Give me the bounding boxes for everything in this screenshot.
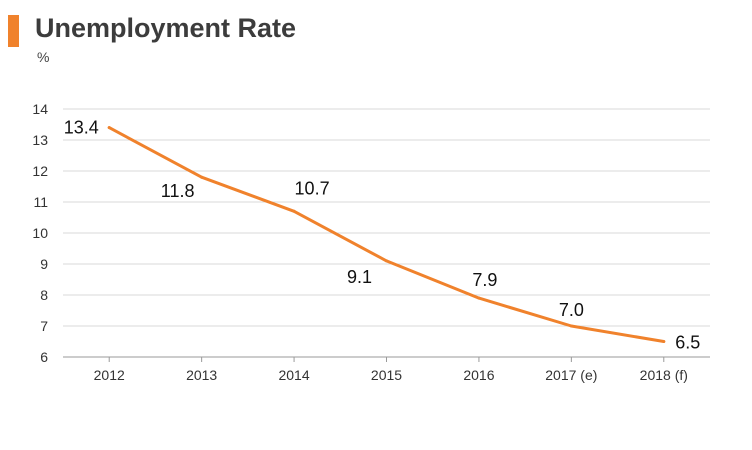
y-tick-label: 6	[40, 349, 48, 365]
y-tick-label: 7	[40, 318, 48, 334]
data-label: 13.4	[64, 118, 99, 138]
data-label: 7.0	[559, 300, 584, 320]
y-tick-label: 14	[32, 101, 48, 117]
data-label: 11.8	[161, 181, 195, 201]
x-tick-label: 2017 (e)	[545, 367, 597, 383]
x-tick-label: 2014	[278, 367, 309, 383]
x-tick-label: 2013	[186, 367, 217, 383]
data-label: 6.5	[675, 333, 700, 353]
x-tick-label: 2018 (f)	[640, 367, 688, 383]
y-tick-label: 13	[32, 132, 48, 148]
x-tick-label: 2016	[463, 367, 494, 383]
x-tick-label: 2012	[94, 367, 125, 383]
data-point	[662, 340, 666, 343]
data-point	[200, 175, 204, 179]
title-accent-bar	[8, 15, 19, 47]
data-label: 10.7	[295, 178, 330, 198]
data-point	[292, 209, 296, 213]
x-tick-label: 2015	[371, 367, 402, 383]
data-label: 9.1	[347, 267, 372, 287]
y-tick-label: 8	[40, 287, 48, 303]
y-tick-label: 12	[32, 163, 48, 179]
y-axis-unit: %	[37, 49, 50, 65]
data-point	[569, 324, 573, 328]
data-point	[107, 126, 111, 130]
y-tick-label: 10	[32, 225, 48, 241]
data-point	[385, 259, 388, 263]
y-tick-label: 9	[40, 256, 48, 272]
y-tick-label: 11	[33, 194, 48, 210]
chart-title: Unemployment Rate	[35, 13, 297, 43]
data-point	[477, 296, 481, 300]
data-label: 7.9	[472, 270, 497, 290]
